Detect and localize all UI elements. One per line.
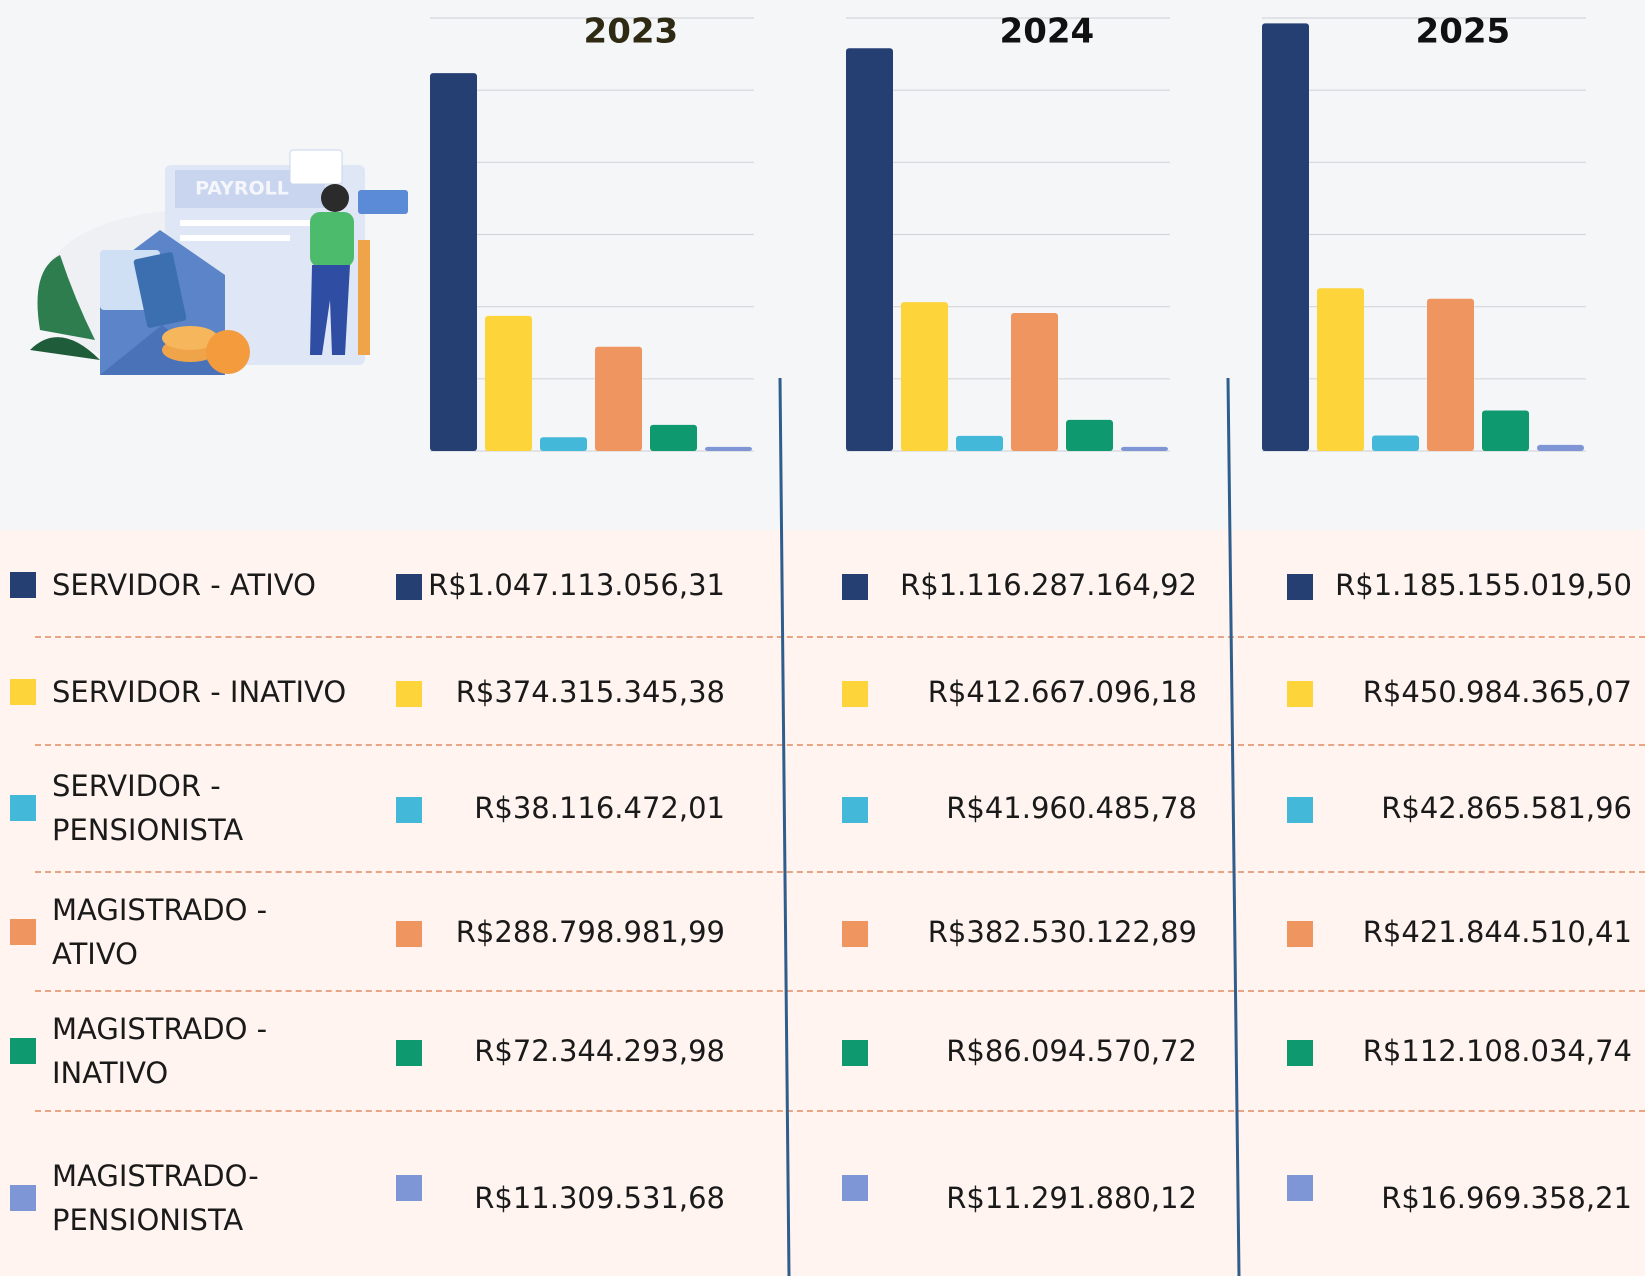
category-label: SERVIDOR - INATIVO	[52, 675, 347, 709]
legend-swatch	[396, 1040, 422, 1066]
legend-swatch	[842, 921, 868, 947]
value-label: R$450.984.365,07	[1362, 675, 1632, 709]
bar	[705, 446, 752, 451]
value-label: R$288.798.981,99	[455, 915, 725, 949]
legend-swatch	[10, 1185, 36, 1211]
legend-swatch	[396, 921, 422, 947]
legend-swatch	[1287, 1175, 1313, 1201]
bar	[595, 346, 642, 451]
category-label: MAGISTRADO - INATIVO	[52, 1012, 268, 1090]
value-label: R$112.108.034,74	[1362, 1034, 1632, 1068]
bar	[956, 435, 1003, 451]
row-separator	[35, 1110, 1645, 1112]
bar	[1317, 288, 1364, 451]
legend-swatch	[10, 679, 36, 705]
value-label: R$38.116.472,01	[474, 791, 725, 825]
legend-swatch	[1287, 797, 1313, 823]
value-label: R$412.667.096,18	[927, 675, 1197, 709]
value-label: R$374.315.345,38	[455, 675, 725, 709]
row-separator	[35, 636, 1645, 638]
divider	[1226, 377, 1241, 1276]
illustration: PAYROLL	[30, 149, 408, 375]
bar	[485, 315, 532, 451]
value-label: R$72.344.293,98	[474, 1034, 725, 1068]
row-separator	[35, 990, 1645, 992]
legend-swatch	[842, 1175, 868, 1201]
bar	[1537, 444, 1584, 451]
bar	[1066, 419, 1113, 451]
illustration-text: PAYROLL	[195, 178, 289, 200]
legend-swatch	[1287, 681, 1313, 707]
row-separator	[35, 744, 1645, 746]
bar	[846, 48, 893, 451]
value-label: R$382.530.122,89	[927, 915, 1197, 949]
legend-swatch	[842, 574, 868, 600]
value-label: R$1.116.287.164,92	[900, 568, 1197, 602]
bar	[1121, 446, 1168, 451]
legend-swatch	[10, 1038, 36, 1064]
value-label: R$16.969.358,21	[1381, 1181, 1632, 1215]
legend-swatch	[10, 795, 36, 821]
bar	[901, 302, 948, 451]
chart-title: 2024	[1000, 12, 1095, 52]
legend-swatch	[842, 797, 868, 823]
legend-swatch	[396, 797, 422, 823]
category-label: MAGISTRADO- PENSIONISTA	[52, 1159, 259, 1237]
legend-swatch	[1287, 921, 1313, 947]
category-label: SERVIDOR - ATIVO	[52, 568, 316, 602]
row-separator	[35, 871, 1645, 873]
legend-swatch	[1287, 574, 1313, 600]
chart-title: 2025	[1416, 12, 1511, 52]
value-label: R$1.047.113.056,31	[428, 568, 725, 602]
value-label: R$11.291.880,12	[946, 1181, 1197, 1215]
value-label: R$42.865.581,96	[1381, 791, 1632, 825]
bar	[1372, 435, 1419, 451]
legend-swatch	[396, 681, 422, 707]
bar	[650, 424, 697, 451]
bar	[1427, 298, 1474, 451]
divider	[778, 377, 791, 1276]
legend-swatch	[10, 919, 36, 945]
legend-swatch	[396, 574, 422, 600]
legend-swatch	[842, 681, 868, 707]
table: SERVIDOR - ATIVO R$1.047.113.056,31 R$1.11…	[0, 530, 1645, 1276]
category-label: MAGISTRADO - ATIVO	[52, 893, 268, 971]
value-label: R$11.309.531,68	[474, 1181, 725, 1215]
bar	[1482, 410, 1529, 451]
value-label: R$1.185.155.019,50	[1335, 568, 1632, 602]
bar	[1262, 23, 1309, 451]
legend-swatch	[10, 572, 36, 598]
chart-title: 2023	[584, 12, 679, 52]
value-label: R$86.094.570,72	[946, 1034, 1197, 1068]
bar	[540, 437, 587, 451]
legend-swatch	[1287, 1040, 1313, 1066]
bar	[430, 73, 477, 452]
legend-swatch	[396, 1175, 422, 1201]
category-label: SERVIDOR - PENSIONISTA	[52, 769, 244, 847]
bar	[1011, 312, 1058, 451]
legend-swatch	[842, 1040, 868, 1066]
value-label: R$421.844.510,41	[1362, 915, 1632, 949]
value-label: R$41.960.485,78	[946, 791, 1197, 825]
